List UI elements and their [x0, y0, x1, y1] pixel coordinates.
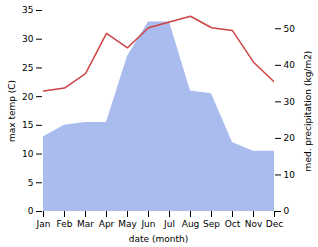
svg-text:25: 25 [22, 63, 33, 73]
svg-text:30: 30 [284, 97, 296, 107]
svg-text:Oct: Oct [225, 219, 241, 229]
svg-text:10: 10 [22, 149, 34, 159]
svg-text:50: 50 [284, 24, 296, 34]
svg-text:0: 0 [284, 206, 290, 216]
svg-text:30: 30 [22, 34, 34, 44]
svg-text:Jul: Jul [163, 219, 175, 229]
svg-text:35: 35 [22, 5, 33, 15]
svg-text:date (month): date (month) [129, 234, 188, 244]
svg-text:Feb: Feb [57, 219, 73, 229]
svg-text:med. precipitation (kg/m2): med. precipitation (kg/m2) [303, 51, 313, 172]
svg-text:0: 0 [28, 206, 34, 216]
svg-text:20: 20 [284, 133, 296, 143]
svg-text:May: May [118, 219, 137, 229]
svg-text:Sep: Sep [203, 219, 220, 229]
svg-text:Jan: Jan [36, 219, 51, 229]
svg-text:max temp (C): max temp (C) [7, 80, 17, 142]
svg-text:Aug: Aug [182, 219, 200, 229]
svg-text:20: 20 [22, 92, 34, 102]
svg-text:10: 10 [284, 170, 296, 180]
svg-text:Apr: Apr [99, 219, 115, 229]
svg-text:40: 40 [284, 60, 296, 70]
svg-text:5: 5 [28, 178, 34, 188]
svg-text:Nov: Nov [245, 219, 263, 229]
svg-text:15: 15 [22, 120, 33, 130]
svg-text:Jun: Jun [140, 219, 155, 229]
svg-text:Mar: Mar [77, 219, 94, 229]
svg-text:Dec: Dec [266, 219, 283, 229]
